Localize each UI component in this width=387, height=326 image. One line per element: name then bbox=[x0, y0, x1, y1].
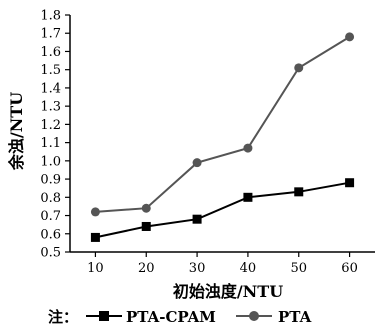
x-tick-label: 50 bbox=[290, 261, 307, 276]
x-tick-label: 30 bbox=[189, 261, 206, 276]
y-tick-label: 1.2 bbox=[40, 118, 61, 133]
y-tick-label: 1.8 bbox=[40, 9, 61, 24]
data-point-pta-cpam bbox=[192, 214, 202, 224]
y-tick-label: 1.7 bbox=[40, 27, 61, 42]
y-tick-label: 1.0 bbox=[40, 154, 61, 169]
data-point-pta-cpam bbox=[90, 232, 100, 242]
legend-marker-pta-cpam bbox=[99, 311, 109, 321]
data-point-pta bbox=[192, 158, 202, 168]
x-tick-label: 60 bbox=[341, 261, 358, 276]
y-tick-label: 0.9 bbox=[40, 173, 61, 188]
data-point-pta bbox=[243, 143, 253, 153]
x-tick-label: 20 bbox=[138, 261, 155, 276]
data-point-pta-cpam bbox=[243, 192, 253, 202]
data-point-pta-cpam bbox=[294, 187, 304, 197]
legend-label-pta: PTA bbox=[278, 308, 312, 326]
x-axis-title: 初始浊度/NTU bbox=[173, 282, 283, 301]
data-point-pta-cpam bbox=[345, 178, 355, 188]
y-tick-label: 1.1 bbox=[40, 136, 61, 151]
y-tick-label: 0.6 bbox=[40, 227, 61, 242]
y-tick-label: 0.5 bbox=[40, 246, 61, 261]
y-tick-label: 0.7 bbox=[40, 209, 61, 224]
x-tick-label: 10 bbox=[87, 261, 104, 276]
data-point-pta bbox=[294, 63, 304, 73]
y-tick-label: 1.4 bbox=[40, 81, 61, 96]
legend-label-pta-cpam: PTA-CPAM bbox=[126, 308, 216, 326]
ticks: 0.5 0.6 0.7 0.8 0.9 1.0 1.1 1.2 1.3 1.4 1.5 1.6 1.7 1… bbox=[40, 9, 358, 277]
series-layer bbox=[90, 32, 355, 242]
y-tick-label: 1.3 bbox=[40, 100, 61, 115]
series-line-pta bbox=[95, 36, 351, 213]
data-point-pta bbox=[141, 203, 151, 213]
data-point-pta bbox=[90, 207, 100, 217]
x-tick-label: 40 bbox=[240, 261, 257, 276]
data-point-pta-cpam bbox=[141, 221, 151, 231]
legend-prefix: 注： bbox=[48, 308, 78, 326]
y-tick-label: 1.6 bbox=[40, 45, 61, 60]
y-tick-label: 1.5 bbox=[40, 63, 61, 78]
series-line-pta-cpam bbox=[95, 181, 350, 239]
legend-marker-pta bbox=[249, 311, 259, 321]
legend: 注： PTA-CPAM PTA bbox=[48, 308, 312, 326]
y-axis-title: 余浊/NTU bbox=[7, 92, 26, 171]
axes bbox=[69, 15, 375, 253]
y-tick-label: 0.8 bbox=[40, 191, 61, 206]
data-point-pta bbox=[345, 32, 355, 42]
